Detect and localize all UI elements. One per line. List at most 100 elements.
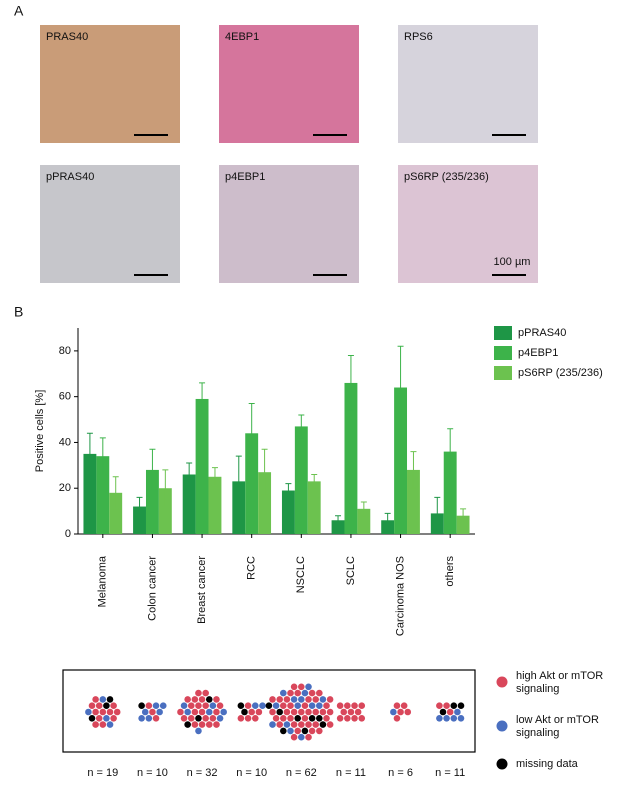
bar xyxy=(407,469,420,534)
patient-dot xyxy=(145,702,153,709)
patient-dot xyxy=(209,702,217,709)
patient-dot xyxy=(301,727,309,735)
patient-dot xyxy=(319,708,327,716)
patient-dot xyxy=(305,721,312,728)
error-bar xyxy=(211,467,218,487)
micrograph xyxy=(219,165,359,283)
patient-dot xyxy=(213,696,220,703)
patient-dot xyxy=(390,708,397,716)
image-label: PRAS40 xyxy=(46,31,88,43)
bar xyxy=(331,520,345,534)
bar xyxy=(182,474,196,534)
patient-dot xyxy=(269,708,276,716)
bar xyxy=(109,492,123,534)
patient-dot xyxy=(237,702,245,709)
patient-dot xyxy=(202,689,209,697)
micrograph xyxy=(398,25,538,143)
patient-dot xyxy=(272,715,280,722)
bar xyxy=(83,453,97,534)
patient-dot xyxy=(294,727,302,735)
patient-dot xyxy=(298,696,305,703)
patient-dot xyxy=(290,708,298,716)
patient-dot xyxy=(276,696,284,703)
patient-dot xyxy=(326,708,334,716)
patient-dot xyxy=(393,702,401,709)
image-label: pS6RP (235/236) xyxy=(404,171,489,183)
x-tick-label: Carcinoma NOS xyxy=(394,556,406,636)
legend-label: high Akt or mTOR xyxy=(516,670,603,682)
patient-dot xyxy=(323,715,330,722)
patient-dot xyxy=(305,696,312,703)
image-label: 4EBP1 xyxy=(225,31,259,43)
y-axis-label: Positive cells [%] xyxy=(34,390,46,473)
patient-dot xyxy=(436,715,443,722)
patient-dot xyxy=(99,696,107,703)
micrograph xyxy=(398,165,538,283)
legend-label: p4EBP1 xyxy=(518,347,558,359)
patient-dot xyxy=(205,696,213,703)
patient-dot xyxy=(358,715,366,722)
patient-dot xyxy=(326,721,334,728)
patient-dot xyxy=(187,702,195,709)
bar xyxy=(258,472,272,534)
error-bar xyxy=(298,414,305,439)
error-bar xyxy=(335,515,342,526)
patient-dot xyxy=(251,702,259,709)
patient-dot xyxy=(301,702,309,709)
bar xyxy=(456,515,470,534)
patient-dot xyxy=(152,702,160,709)
y-tick-label: 80 xyxy=(59,345,71,357)
error-bar xyxy=(261,448,268,496)
patient-dot xyxy=(457,715,465,722)
patient-dot xyxy=(316,715,323,722)
patient-dot xyxy=(316,689,323,697)
legend-label: signaling xyxy=(516,727,559,739)
x-tick-label: Melanoma xyxy=(97,555,109,607)
patient-dot xyxy=(280,689,287,697)
patient-dot xyxy=(319,696,327,703)
group-count: n = 32 xyxy=(187,767,218,779)
patient-dot xyxy=(216,715,224,722)
error-bar xyxy=(410,451,417,489)
micrograph xyxy=(40,25,180,143)
patient-dot xyxy=(85,708,92,716)
error-bar xyxy=(434,496,441,530)
group-count: n = 62 xyxy=(286,767,317,779)
patient-dot xyxy=(443,715,450,722)
patient-dot xyxy=(283,708,291,716)
patient-dot xyxy=(180,702,188,709)
patient-dot xyxy=(316,702,323,709)
patient-dot xyxy=(198,708,206,716)
legend-dot xyxy=(496,758,508,770)
patient-dot xyxy=(244,715,252,722)
patient-dot xyxy=(220,708,227,716)
panel-label: A xyxy=(14,3,24,19)
patient-dot xyxy=(191,721,199,728)
patient-dot xyxy=(195,727,202,735)
patient-dot xyxy=(393,715,401,722)
x-tick-label: RCC xyxy=(246,556,258,580)
bar xyxy=(307,481,321,534)
bar xyxy=(443,451,457,534)
patient-dot xyxy=(198,696,206,703)
image-label: RPS6 xyxy=(404,31,433,43)
patient-dot xyxy=(103,715,110,722)
patient-dot xyxy=(209,715,217,722)
error-bar xyxy=(285,483,292,498)
patient-dot xyxy=(280,715,287,722)
patient-dot xyxy=(305,733,312,741)
patient-dot xyxy=(177,708,184,716)
patient-dot xyxy=(213,708,220,716)
error-bar xyxy=(149,448,156,492)
patient-dot xyxy=(110,715,117,722)
patient-dot xyxy=(312,721,320,728)
error-bar xyxy=(248,403,255,464)
error-bar xyxy=(162,469,169,508)
scale-label: 100 µm xyxy=(494,256,531,268)
patient-dot xyxy=(323,702,330,709)
patient-dot xyxy=(305,708,312,716)
patient-dot xyxy=(106,696,114,703)
patient-dot xyxy=(259,702,266,709)
patient-dot xyxy=(319,721,327,728)
